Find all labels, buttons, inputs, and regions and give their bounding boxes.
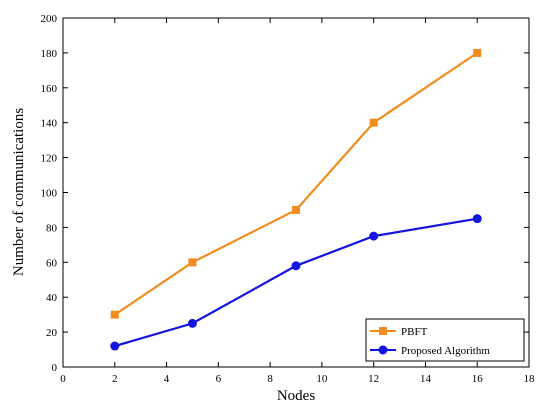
data-point-pbft bbox=[110, 310, 119, 319]
y-tick-label: 180 bbox=[41, 48, 58, 60]
legend: PBFT Proposed Algorithm bbox=[365, 318, 525, 362]
data-point-proposed-algorithm bbox=[291, 261, 301, 271]
y-tick-label: 40 bbox=[46, 292, 58, 304]
y-tick-label: 60 bbox=[46, 257, 58, 269]
data-point-pbft bbox=[473, 48, 482, 57]
y-axis: 0 20 40 60 80 100 120 140 160 180 200 bbox=[41, 13, 529, 374]
x-tick-label: 16 bbox=[472, 373, 484, 385]
data-point-proposed-algorithm bbox=[110, 341, 120, 351]
x-tick-label: 4 bbox=[164, 373, 170, 385]
data-point-proposed-algorithm bbox=[369, 231, 379, 241]
y-tick-label: 20 bbox=[46, 327, 58, 339]
y-tick-label: 160 bbox=[41, 83, 58, 95]
y-tick-label: 200 bbox=[41, 13, 58, 25]
series-layer bbox=[110, 48, 482, 351]
data-point-pbft bbox=[369, 118, 378, 127]
plot-frame bbox=[62, 17, 530, 368]
data-point-pbft bbox=[292, 205, 300, 214]
x-tick-label: 18 bbox=[524, 373, 536, 385]
x-axis-title: Nodes bbox=[277, 388, 315, 404]
series-pbft bbox=[110, 48, 482, 319]
series-line-pbft bbox=[114, 51, 478, 316]
y-tick-label: 0 bbox=[52, 362, 58, 374]
x-tick-label: 2 bbox=[112, 373, 118, 385]
legend-marker-proposed-algorithm bbox=[378, 345, 388, 355]
y-tick-label: 120 bbox=[41, 153, 58, 165]
legend-box bbox=[365, 318, 525, 362]
x-tick-label: 8 bbox=[267, 373, 273, 385]
y-tick-label: 80 bbox=[46, 222, 58, 234]
legend-marker-pbft bbox=[379, 327, 387, 335]
x-tick-label: 14 bbox=[420, 373, 432, 385]
data-point-proposed-algorithm bbox=[187, 318, 197, 328]
y-tick-label: 140 bbox=[41, 118, 58, 130]
x-tick-label: 12 bbox=[368, 373, 379, 385]
y-tick-label: 100 bbox=[41, 188, 58, 200]
data-point-pbft bbox=[188, 258, 197, 267]
x-tick-label: 10 bbox=[316, 373, 328, 385]
legend-label-pbft: PBFT bbox=[401, 326, 428, 338]
series-proposed-algorithm bbox=[110, 214, 482, 351]
x-tick-label: 0 bbox=[60, 373, 66, 385]
x-tick-label: 6 bbox=[216, 373, 222, 385]
x-axis: 0 2 4 6 8 10 12 14 16 18 bbox=[60, 18, 535, 385]
y-axis-title: Number of communications bbox=[11, 108, 27, 276]
legend-label-proposed-algorithm: Proposed Algorithm bbox=[401, 345, 490, 357]
data-point-proposed-algorithm bbox=[472, 214, 482, 224]
